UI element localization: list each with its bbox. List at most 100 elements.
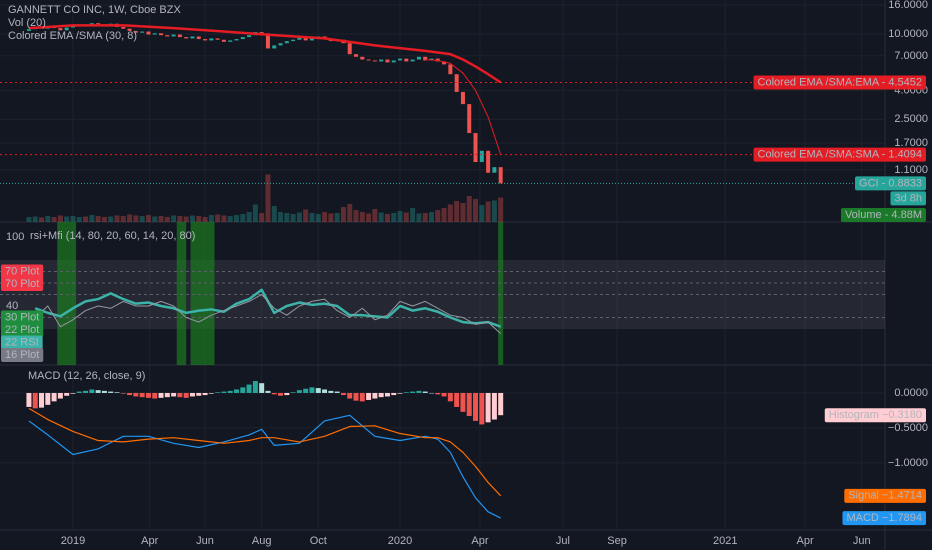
volume-bar (158, 216, 164, 222)
candle (385, 59, 390, 63)
histogram-bar (51, 392, 57, 402)
histogram-bar (89, 389, 95, 393)
volume-bar (460, 203, 466, 222)
level-tag (1, 322, 44, 337)
histogram-bar (57, 392, 63, 399)
histogram-bar (83, 390, 89, 393)
candle (234, 39, 239, 41)
macd-tag (844, 488, 926, 503)
volume-bar (347, 204, 353, 222)
x-tick-label: Jun (196, 535, 214, 547)
candle (265, 33, 270, 49)
candle (410, 59, 415, 62)
histogram-tag-text: Histogram −0.3180 (829, 409, 922, 421)
candle (184, 37, 189, 39)
volume-bar (265, 174, 271, 222)
volume-bar (95, 216, 101, 222)
macd-tag-text: MACD −1.7894 (846, 512, 922, 524)
candle (360, 56, 365, 60)
histogram-bar (127, 392, 133, 396)
countdown-tag (890, 191, 926, 206)
candle (467, 104, 472, 134)
candle (391, 60, 396, 63)
candle (64, 27, 69, 31)
candle (498, 167, 503, 184)
volume-bar (315, 214, 321, 222)
histogram-bar (378, 392, 384, 398)
candle (423, 56, 428, 61)
y-tick-label: 40 (6, 300, 18, 312)
macd-tag-text: Signal −1.4714 (848, 490, 922, 502)
histogram-bar (485, 392, 491, 423)
histogram-bar (95, 390, 101, 393)
histogram-bar (177, 392, 183, 398)
volume-bar (454, 201, 460, 222)
volume-bar (378, 212, 384, 222)
histogram-bar (101, 390, 107, 393)
y-tick-label: 1.7000 (894, 137, 928, 149)
candle (454, 74, 459, 92)
x-tick-label: Jun (853, 535, 871, 547)
candle (297, 37, 302, 40)
volume-bar (215, 214, 221, 222)
oscillator-line (34, 293, 502, 334)
volume-tag (840, 208, 926, 222)
pane-title: rsi+Mfi (14, 80, 20, 60, 14, 20, 80) (30, 230, 195, 242)
histogram-bar (466, 392, 472, 417)
candle (146, 31, 151, 35)
y-tick-label: −0.5000 (888, 422, 928, 434)
rsi-band (0, 259, 885, 329)
level-tag (1, 276, 44, 291)
candle (259, 32, 264, 34)
histogram-bar (347, 392, 353, 399)
level-tag-text: 16 Plot (5, 349, 39, 361)
histogram-bar (26, 392, 32, 407)
histogram-bar (454, 392, 460, 407)
x-tick-label: 2021 (713, 535, 737, 547)
volume-bar (328, 213, 334, 222)
candle (416, 56, 421, 60)
volume-bar (479, 205, 485, 222)
histogram-bar (309, 387, 315, 393)
histogram-bar (384, 392, 390, 397)
histogram-bar (39, 392, 45, 408)
volume-bar (145, 215, 151, 222)
candle (486, 150, 491, 173)
volume-bar (359, 212, 365, 222)
candle (190, 36, 195, 39)
candle (209, 38, 214, 41)
volume-bar (139, 216, 145, 222)
histogram-bar (296, 390, 302, 393)
histogram-bar (64, 392, 70, 396)
histogram-bar (114, 392, 120, 393)
histogram-bar (366, 392, 372, 400)
volume-bar (384, 214, 390, 222)
volume-bar (259, 213, 265, 222)
histogram-bar (208, 392, 214, 394)
candle (278, 43, 283, 46)
volume-bar (441, 208, 447, 222)
histogram-bar (284, 392, 290, 396)
histogram-bar (403, 392, 409, 393)
histogram-bar (139, 392, 145, 398)
last-price-tag-text: GCI - 0.8833 (859, 177, 922, 189)
volume-bar (227, 216, 233, 222)
x-tick-label: 2020 (388, 535, 412, 547)
histogram-bar (76, 391, 82, 393)
volume-bar (296, 212, 302, 222)
macd-tag (842, 511, 926, 526)
x-tick-label: Apr (471, 535, 488, 547)
volume-bar (466, 196, 472, 222)
histogram-bar (171, 392, 177, 397)
signal-highlight (57, 222, 77, 365)
level-tag (1, 347, 44, 362)
ma-tag-text: Colored EMA /SMA:EMA - 4.5452 (758, 76, 922, 88)
histogram-bar (221, 391, 227, 393)
candle (473, 133, 478, 163)
volume-bar (290, 214, 296, 222)
ma-tag (753, 147, 926, 162)
candle (240, 37, 245, 40)
volume-bar (322, 212, 328, 222)
candle (96, 23, 101, 25)
histogram-bar (215, 392, 221, 393)
